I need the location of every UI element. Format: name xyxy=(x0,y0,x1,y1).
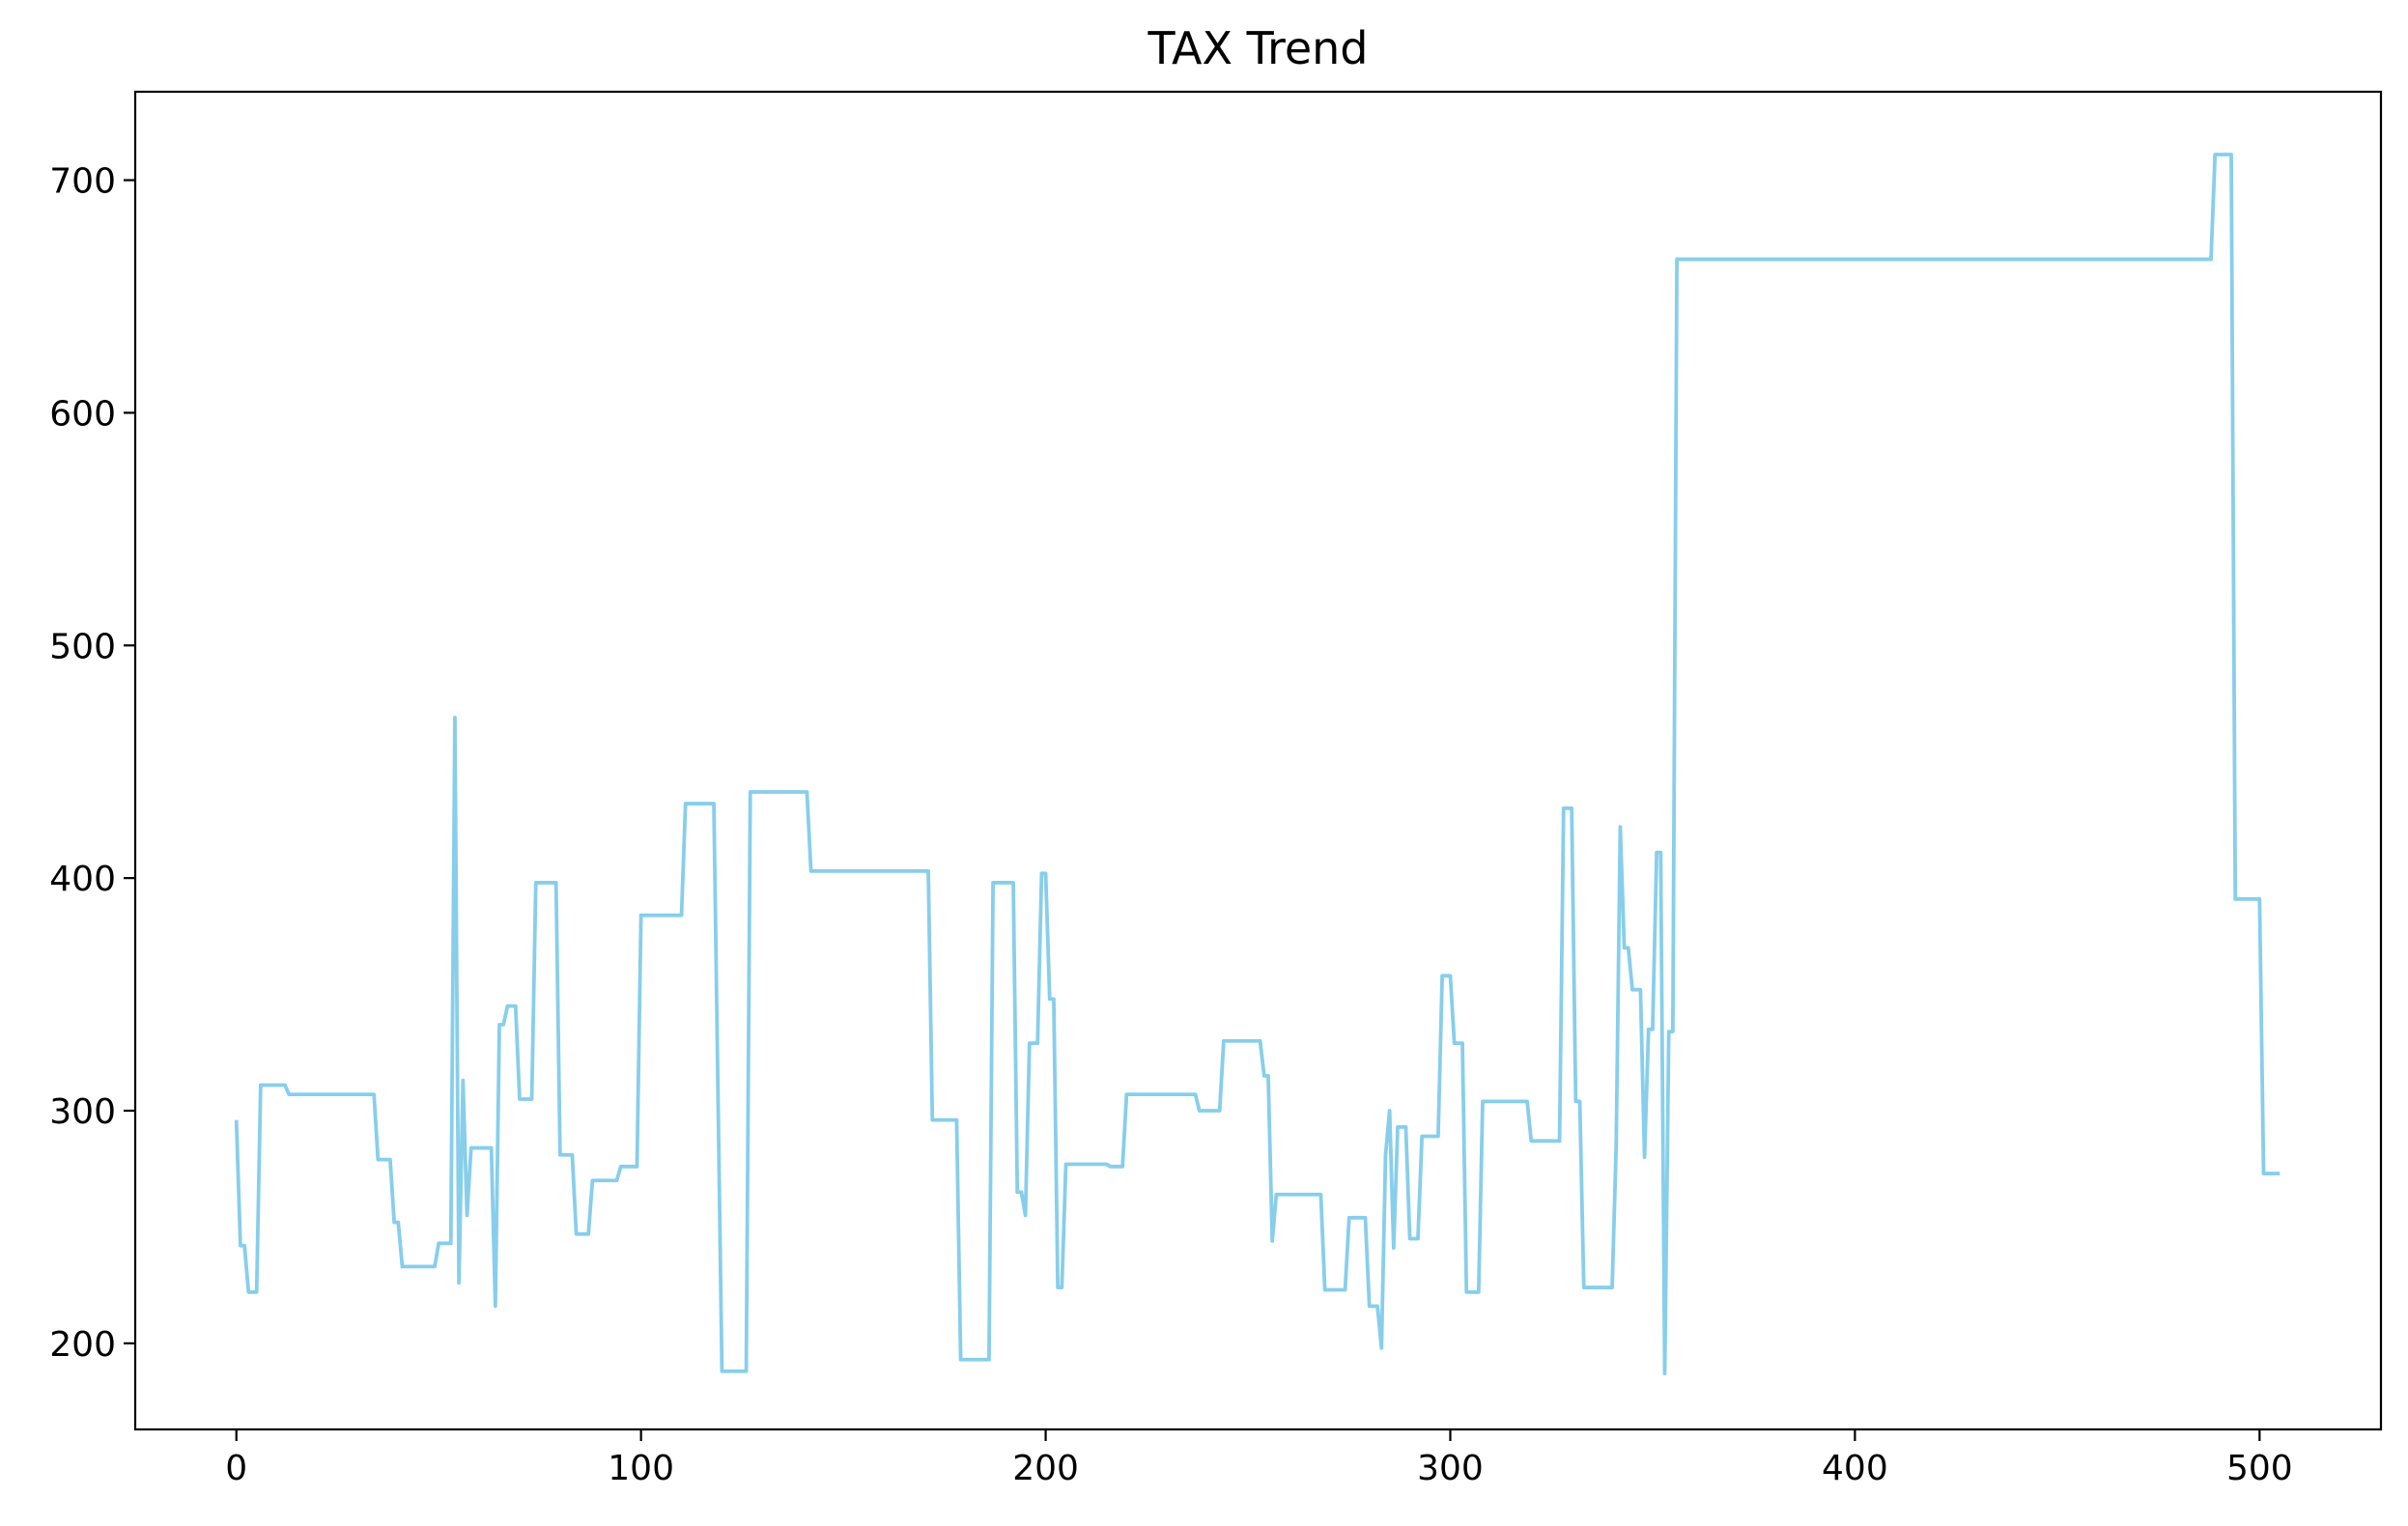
x-tick-label-300: 300 xyxy=(1417,1449,1484,1488)
x-tick-label-500: 500 xyxy=(2226,1449,2293,1488)
x-tick-label-400: 400 xyxy=(1822,1449,1888,1488)
y-tick-label-500: 500 xyxy=(49,627,116,666)
plot-frame xyxy=(133,90,2383,1431)
series-line-tax xyxy=(234,153,2281,1376)
chart-title: TAX Trend xyxy=(1147,22,1368,74)
x-tick-label-100: 100 xyxy=(608,1449,674,1488)
x-tick-label-0: 0 xyxy=(225,1449,247,1488)
y-tick-label-300: 300 xyxy=(49,1092,116,1132)
y-axis: 200 300 400 500 600 700 xyxy=(49,162,135,1365)
y-tick-label-400: 400 xyxy=(49,860,116,899)
y-tick-label-600: 600 xyxy=(49,394,116,434)
x-axis: 0 100 200 300 400 500 xyxy=(225,1429,2293,1488)
y-tick-label-200: 200 xyxy=(49,1325,116,1365)
x-tick-label-200: 200 xyxy=(1012,1449,1079,1488)
y-tick-label-700: 700 xyxy=(49,162,116,202)
